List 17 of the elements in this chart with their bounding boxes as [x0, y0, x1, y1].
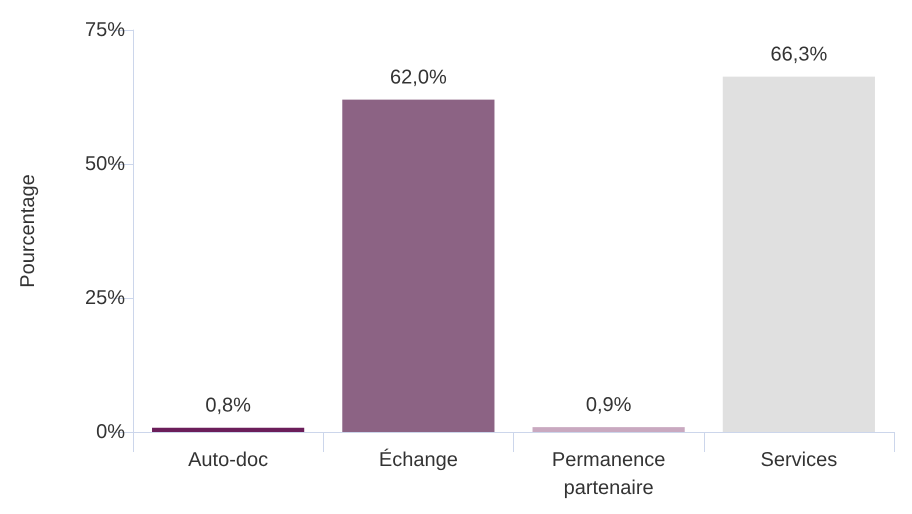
x-tick-label: Auto-doc [188, 449, 268, 471]
y-tick-label: 0% [96, 421, 126, 443]
y-tick-label: 50% [84, 153, 126, 175]
bar [722, 76, 875, 432]
x-tick-label: Échange [378, 448, 458, 471]
y-axis-title: Pourcentage [17, 174, 39, 288]
bar [152, 428, 304, 432]
data-label: 0,9% [586, 394, 632, 416]
x-tick-label: Services [760, 449, 838, 471]
bar [532, 427, 685, 432]
y-tick-label: 75% [84, 19, 126, 41]
data-label: 62,0% [390, 66, 447, 89]
data-label: 66,3% [770, 44, 828, 66]
x-tick-label: Permanence partenaire [552, 449, 666, 499]
bar [342, 100, 494, 432]
y-tick-label: 25% [84, 287, 126, 309]
data-label: 0,8% [205, 394, 252, 417]
